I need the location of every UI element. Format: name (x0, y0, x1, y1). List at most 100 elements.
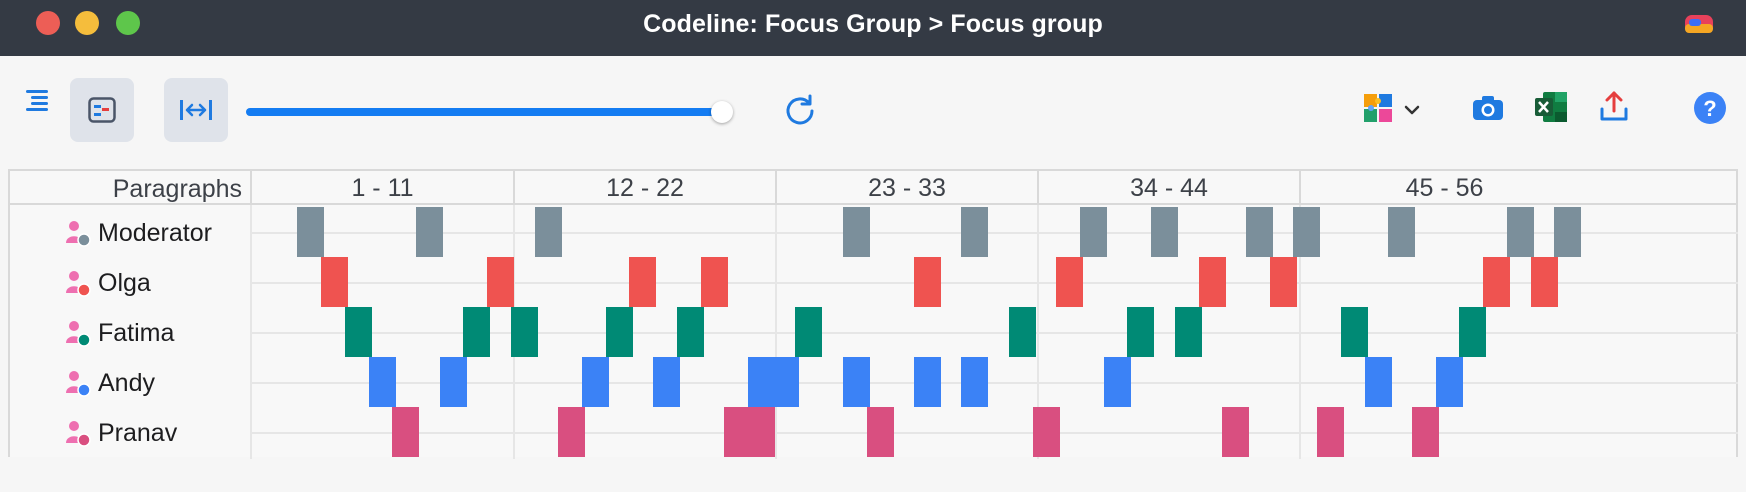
fit-width-icon (180, 100, 212, 120)
speaker-turn-block[interactable] (724, 407, 752, 457)
codeline-view-button[interactable] (70, 78, 134, 142)
outline-icon[interactable] (20, 82, 56, 118)
speaker-turn-block[interactable] (1364, 357, 1392, 407)
speaker-turn-block[interactable] (1198, 257, 1226, 307)
speaker-turn-block[interactable] (1554, 207, 1582, 257)
zoom-slider-thumb[interactable] (711, 101, 733, 123)
speaker-row-pranav[interactable]: Pranav (65, 417, 177, 449)
codeline-view-icon (88, 97, 116, 123)
speaker-turn-block[interactable] (605, 307, 633, 357)
speaker-turn-block[interactable] (1056, 257, 1084, 307)
speaker-turn-block[interactable] (344, 307, 372, 357)
speaker-turn-block[interactable] (1388, 207, 1416, 257)
row-line (250, 282, 1738, 284)
person-icon (66, 371, 91, 397)
speaker-turn-block[interactable] (1459, 307, 1487, 357)
speaker-name: Olga (98, 268, 151, 297)
zoom-window-button[interactable] (116, 11, 140, 35)
speaker-turn-block[interactable] (914, 257, 941, 307)
speaker-turn-block[interactable] (914, 357, 941, 407)
speaker-turn-block[interactable] (748, 357, 775, 407)
person-icon (66, 421, 91, 447)
speaker-turn-block[interactable] (558, 407, 586, 457)
speaker-name: Moderator (98, 218, 212, 247)
speaker-turn-block[interactable] (748, 407, 775, 457)
speaker-turn-block[interactable] (795, 307, 823, 357)
fit-width-button[interactable] (164, 78, 228, 142)
speaker-turn-block[interactable] (297, 207, 325, 257)
speaker-row-andy[interactable]: Andy (65, 367, 155, 399)
speaker-turn-block[interactable] (1269, 257, 1297, 307)
svg-text:?: ? (1703, 96, 1716, 121)
speaker-turn-block[interactable] (1008, 307, 1036, 357)
toolbar: ? (0, 56, 1746, 164)
person-icon (66, 271, 91, 297)
speaker-turn-block[interactable] (842, 207, 870, 257)
speaker-turn-block[interactable] (1174, 307, 1202, 357)
speaker-row-moderator[interactable]: Moderator (65, 217, 212, 249)
speaker-turn-block[interactable] (961, 207, 989, 257)
export-icon[interactable] (1596, 88, 1632, 124)
codeline-grid: Paragraphs 1 - 11 12 - 22 23 - 33 34 - 4… (8, 169, 1738, 459)
speaker-turn-block[interactable] (700, 257, 728, 307)
speaker-turn-block[interactable] (1483, 257, 1511, 307)
speaker-turn-block[interactable] (866, 407, 894, 457)
refresh-icon[interactable] (780, 90, 820, 130)
speaker-turn-block[interactable] (1340, 307, 1368, 357)
close-window-button[interactable] (36, 11, 60, 35)
person-icon (66, 321, 91, 347)
help-icon[interactable]: ? (1692, 90, 1728, 126)
speaker-turn-block[interactable] (1032, 407, 1060, 457)
speaker-turn-block[interactable] (321, 257, 349, 307)
speaker-turn-block[interactable] (653, 357, 681, 407)
speaker-turn-block[interactable] (1222, 407, 1250, 457)
speaker-turn-block[interactable] (1530, 257, 1558, 307)
section-header: 45 - 56 (1299, 171, 1588, 205)
speaker-turn-block[interactable] (1127, 307, 1155, 357)
speaker-turn-block[interactable] (392, 407, 420, 457)
speaker-turn-block[interactable] (1317, 407, 1345, 457)
speaker-turn-block[interactable] (368, 357, 396, 407)
speaker-turn-block[interactable] (510, 307, 538, 357)
speaker-turn-block[interactable] (771, 357, 799, 407)
speaker-turn-block[interactable] (1293, 207, 1321, 257)
speaker-turn-block[interactable] (1246, 207, 1273, 257)
speaker-name: Fatima (98, 318, 175, 347)
camera-icon[interactable] (1470, 90, 1506, 126)
title-bar: Codeline: Focus Group > Focus group (0, 0, 1746, 56)
speaker-turn-block[interactable] (534, 207, 562, 257)
speaker-turn-block[interactable] (487, 257, 515, 307)
speaker-row-olga[interactable]: Olga (65, 267, 151, 299)
speaker-name: Andy (98, 368, 155, 397)
speaker-turn-block[interactable] (1506, 207, 1534, 257)
speaker-turn-block[interactable] (961, 357, 989, 407)
minimize-window-button[interactable] (75, 11, 99, 35)
speaker-row-fatima[interactable]: Fatima (65, 317, 174, 349)
speaker-turn-block[interactable] (1151, 207, 1179, 257)
speaker-turn-block[interactable] (629, 257, 657, 307)
section-header: 34 - 44 (1037, 171, 1299, 205)
speaker-turn-block[interactable] (842, 357, 870, 407)
window-title: Codeline: Focus Group > Focus group (643, 10, 1103, 38)
row-line (250, 332, 1738, 334)
zoom-slider-track[interactable] (246, 108, 724, 116)
person-icon (66, 221, 91, 247)
speaker-turn-block[interactable] (1412, 407, 1439, 457)
speaker-turn-block[interactable] (1080, 207, 1107, 257)
speaker-turn-block[interactable] (416, 207, 443, 257)
section-header: 1 - 11 (250, 171, 513, 205)
speaker-turn-block[interactable] (439, 357, 467, 407)
excel-icon[interactable] (1532, 88, 1570, 126)
row-line (250, 432, 1738, 434)
chevron-down-icon[interactable] (1400, 98, 1424, 122)
row-line (250, 382, 1738, 384)
row-line (250, 232, 1738, 234)
speaker-turn-block[interactable] (582, 357, 609, 407)
speaker-turn-block[interactable] (676, 307, 704, 357)
paragraphs-label: Paragraphs (112, 175, 242, 203)
speaker-turn-block[interactable] (1103, 357, 1131, 407)
codes-icon[interactable] (1360, 90, 1396, 126)
grid-header: Paragraphs 1 - 11 12 - 22 23 - 33 34 - 4… (10, 171, 1736, 205)
speaker-turn-block[interactable] (463, 307, 491, 357)
speaker-turn-block[interactable] (1435, 357, 1463, 407)
